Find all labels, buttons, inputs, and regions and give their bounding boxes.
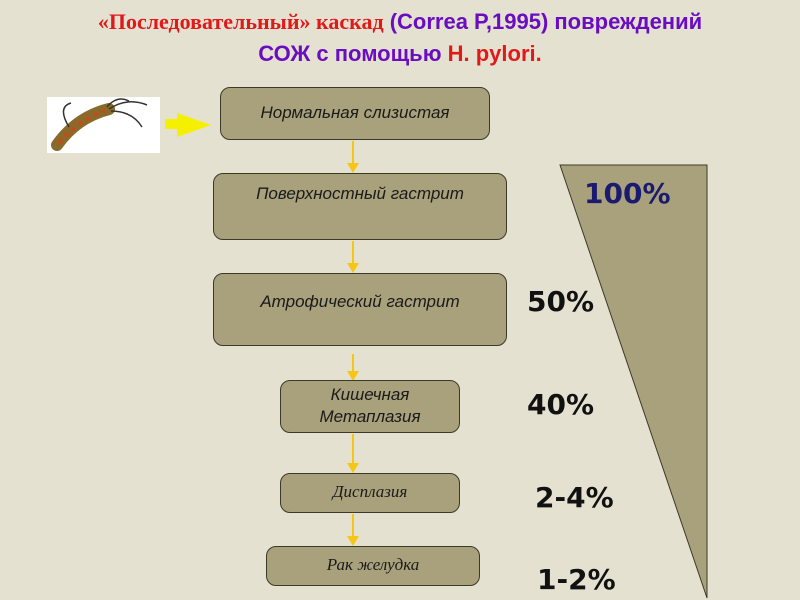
arrow-right-icon xyxy=(165,113,211,137)
percent-1-2: 1-2% xyxy=(537,563,616,596)
arrow-down-icon xyxy=(347,434,359,473)
arrow-down-icon xyxy=(347,141,359,173)
title-hpylori: H. pylori. xyxy=(447,41,542,66)
arrow-down-icon xyxy=(347,354,359,381)
stage-gastric-cancer: Рак желудка xyxy=(266,546,480,586)
percent-50: 50% xyxy=(527,285,595,318)
title-soj: СОЖ с помощью xyxy=(258,41,448,66)
title-sequential: «Последовательный» каскад xyxy=(97,9,384,34)
percent-2-4: 2-4% xyxy=(535,481,614,514)
percent-100: 100% xyxy=(584,177,671,210)
stage-superficial-gastritis: Поверхностный гастрит xyxy=(213,173,507,240)
stage-normal-mucosa: Нормальная слизистая xyxy=(220,87,490,140)
stage-intestinal-metaplasia: Кишечная Метаплазия xyxy=(280,380,460,433)
arrow-down-icon xyxy=(347,241,359,273)
slide-title: «Последовательный» каскад (Correa P,1995… xyxy=(0,6,800,70)
stage-atrophic-gastritis: Атрофический гастрит xyxy=(213,273,507,346)
h-pylori-bacterium-icon xyxy=(47,97,160,153)
title-correa: (Correa P,1995) повреждений xyxy=(383,9,703,34)
arrow-down-icon xyxy=(347,514,359,546)
percent-40: 40% xyxy=(527,388,595,421)
stage-dysplasia: Дисплазия xyxy=(280,473,460,513)
